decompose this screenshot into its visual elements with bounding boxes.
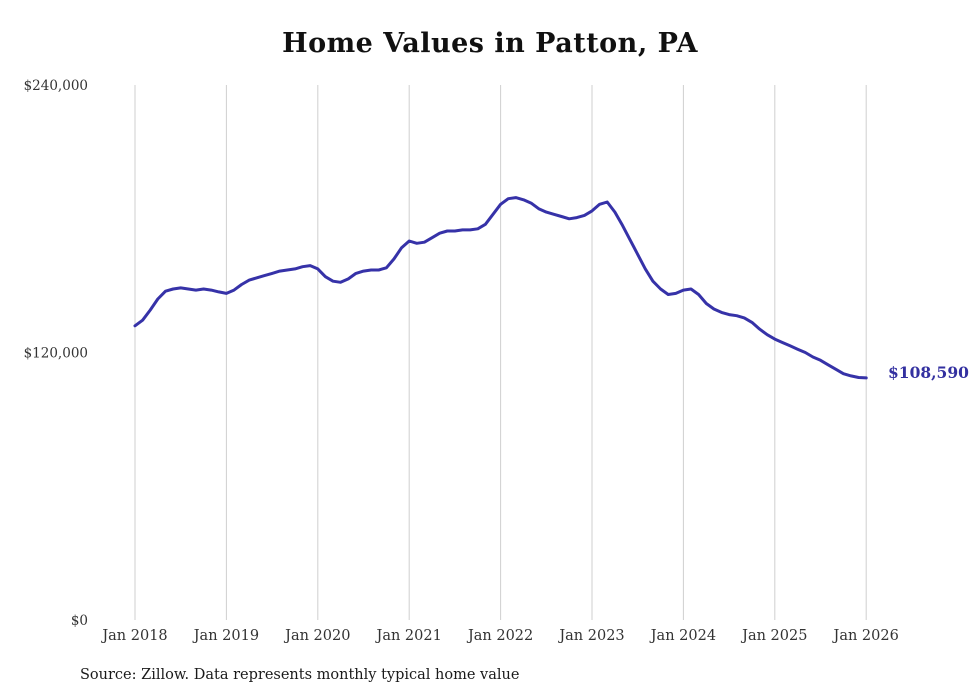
chart-area: Jan 2018 Jan 2019 Jan 2020 Jan 2021 Jan 2022… (24, 78, 899, 644)
value-line (133, 196, 868, 380)
x-axis-tick-label: Jan 2018 (100, 628, 167, 644)
y-axis-tick-label: $120,000 (24, 346, 88, 362)
x-axis-tick-label: Jan 2025 (740, 628, 807, 644)
x-axis-tick-label: Jan 2020 (283, 628, 350, 644)
x-axis-tick-label: Jan 2022 (466, 628, 533, 644)
x-axis-tick-label: Jan 2019 (192, 628, 259, 644)
y-axis-tick-label: $0 (71, 613, 88, 629)
x-axis-tick-label: Jan 2024 (649, 628, 716, 644)
end-value-label: $108,590 (888, 363, 969, 382)
chart-title: Home Values in Patton, PA (282, 28, 698, 59)
x-axis-tick-label: Jan 2021 (375, 628, 442, 644)
x-axis-tick-label: Jan 2026 (832, 628, 899, 644)
source-note: Source: Zillow. Data represents monthly … (80, 667, 520, 683)
x-axis-tick-label: Jan 2023 (557, 628, 624, 644)
y-axis-tick-label: $240,000 (24, 78, 88, 94)
